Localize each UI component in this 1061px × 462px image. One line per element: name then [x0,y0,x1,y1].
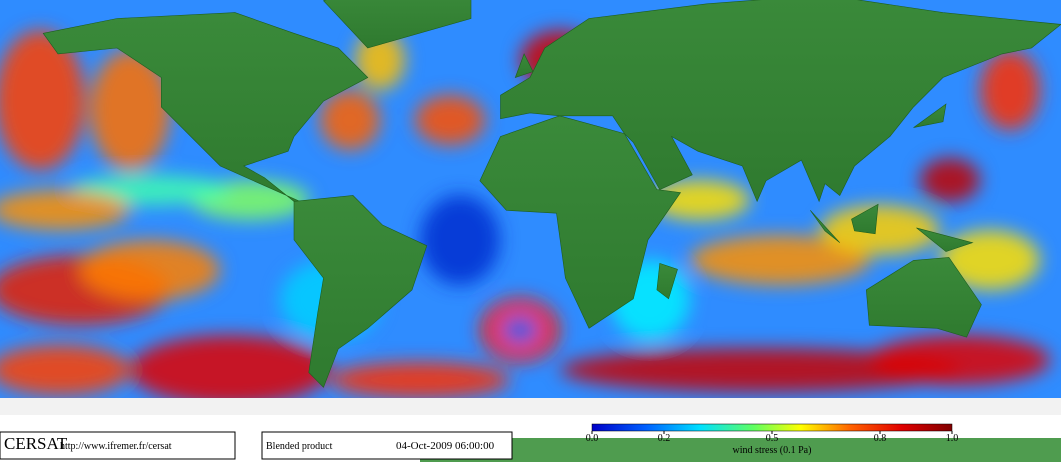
wind-blob [90,50,170,170]
logo: CERSAT [4,434,68,453]
wind-blob [650,180,750,220]
wind-blob [0,30,85,170]
wind-blob [690,235,870,285]
product: Blended product [266,441,333,452]
wind-blob [820,205,940,255]
wind-blob [0,345,130,395]
colorbar-tick-label: 1.0 [946,433,959,444]
colorbar-tick-label: 0.8 [874,433,887,444]
landmass [656,262,678,300]
landmass [865,257,982,338]
wind-blob [0,190,130,230]
landmass [851,203,879,235]
wind-blob [80,240,220,300]
landmass [293,195,428,388]
wind-blob [870,335,1050,385]
date: 04-Oct-2009 06:00:00 [396,440,495,452]
antarctica-land [420,438,1061,462]
landmass [913,103,947,128]
wind-blob [920,158,980,202]
colorbar-tick-label: 0.0 [586,433,599,444]
wind-blob [130,335,330,405]
wind-blob [560,348,960,392]
colorbar-tick-label: 0.5 [766,433,779,444]
landmass [322,0,472,49]
logo-box [0,431,236,460]
landmass [916,227,974,252]
land [42,0,1061,388]
colorbar-label: wind stress (0.1 Pa) [733,445,812,456]
wind-blob [502,316,538,344]
landmass [810,210,841,243]
wind-blob [320,90,380,150]
landmass [514,53,534,78]
colorbar [591,423,953,432]
wind-blob [415,95,485,145]
antarctica [0,398,1061,418]
wind-blob [420,195,500,285]
wind-blob [980,50,1040,130]
url: http://www.ifremer.fr/cersat [60,441,172,452]
landmass [500,0,1061,203]
landmass [42,12,369,202]
colorbar-tick-label: 0.2 [658,433,671,444]
wind-blob [330,362,510,398]
product-box [261,431,513,460]
